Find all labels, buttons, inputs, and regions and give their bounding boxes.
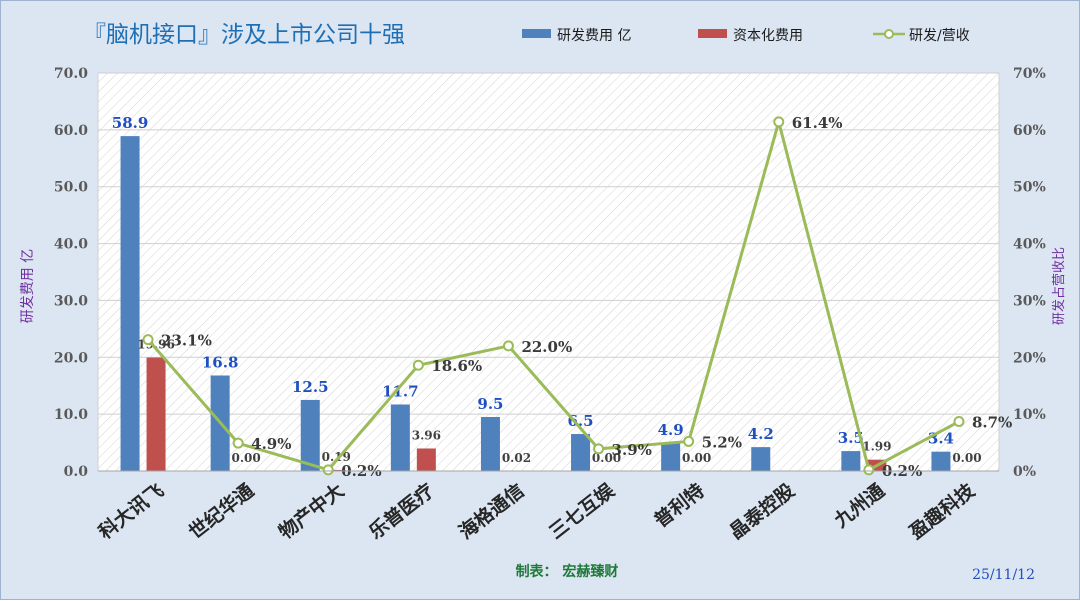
- y-tick-label-right: 70%: [1013, 66, 1046, 82]
- data-label-capitalized: 0.00: [952, 451, 981, 465]
- data-label-ratio: 61.4%: [792, 114, 843, 132]
- data-label-rd-expense: 16.8: [202, 353, 239, 371]
- y-tick-label-right: 40%: [1013, 237, 1046, 253]
- ratio-marker: [414, 361, 423, 370]
- y-axis-right-ticks: 0% 10% 20% 30% 40% 50% 60% 70%: [1013, 66, 1046, 480]
- ratio-marker: [144, 335, 153, 344]
- y-axis-left-ticks: 0.0 10.0 20.0 30.0 40.0 50.0 60.0 70.0: [54, 66, 88, 480]
- data-label-rd-expense: 58.9: [112, 114, 149, 132]
- y-tick-label-right: 30%: [1013, 293, 1046, 309]
- chart-title: 『脑机接口』涉及上市公司十强: [83, 22, 405, 48]
- data-label-capitalized: 3.96: [412, 428, 441, 442]
- y-tick-label-left: 30.0: [54, 293, 88, 309]
- ratio-marker: [774, 117, 783, 126]
- data-label-rd-expense: 4.9: [658, 421, 684, 439]
- bar-rd-expense: [931, 452, 950, 471]
- legend-marker-ratio: [885, 30, 893, 38]
- x-axis-ticks: 科大讯飞世纪华通物产中大乐普医疗海格通信三七互娱普利特晶泰控股九州通盈趣科技: [94, 478, 980, 544]
- y-tick-label-right: 50%: [1013, 180, 1046, 196]
- ratio-marker: [954, 417, 963, 426]
- ratio-marker: [684, 437, 693, 446]
- y-tick-label-right: 0%: [1013, 464, 1036, 480]
- bar-rd-expense: [751, 447, 770, 471]
- x-tick-label: 科大讯飞: [94, 479, 168, 544]
- data-label-rd-expense: 4.2: [748, 425, 774, 443]
- bar-rd-expense: [121, 136, 140, 471]
- x-tick-label: 晶泰控股: [725, 479, 799, 544]
- legend-swatch-rd-expense: [522, 29, 551, 38]
- bar-rd-expense: [571, 434, 590, 471]
- bar-rd-expense: [661, 443, 680, 471]
- x-tick-label: 海格通信: [454, 479, 528, 544]
- data-label-rd-expense: 9.5: [477, 395, 503, 413]
- y-tick-label-left: 60.0: [54, 123, 88, 139]
- bar-capitalized: [147, 358, 166, 471]
- ratio-marker: [234, 439, 243, 448]
- bar-capitalized: [417, 448, 436, 471]
- y-tick-label-right: 10%: [1013, 407, 1046, 423]
- y-tick-label-left: 20.0: [54, 350, 88, 366]
- x-tick-label: 物产中大: [274, 479, 348, 544]
- x-tick-label: 乐普医疗: [364, 479, 438, 544]
- legend-label-rd-expense: 研发费用 亿: [557, 28, 631, 44]
- legend: 研发费用 亿 资本化费用 研发/营收: [522, 28, 970, 44]
- bar-rd-expense: [301, 400, 320, 471]
- data-label-capitalized: 0.02: [502, 451, 531, 465]
- y-tick-label-left: 50.0: [54, 180, 88, 196]
- data-label-ratio: 5.2%: [702, 433, 742, 451]
- ratio-marker: [504, 341, 513, 350]
- y-axis-right-title: 研发占营收比: [1051, 247, 1067, 325]
- data-label-ratio: 4.9%: [251, 435, 291, 453]
- x-tick-label: 盈趣科技: [904, 478, 980, 544]
- x-tick-label: 九州通: [830, 479, 890, 533]
- data-label-ratio: 22.0%: [521, 338, 572, 356]
- y-tick-label-right: 20%: [1013, 350, 1046, 366]
- y-tick-label-left: 70.0: [54, 66, 88, 82]
- legend-label-ratio: 研发/营收: [909, 28, 970, 44]
- data-label-capitalized: 1.99: [862, 440, 891, 454]
- x-tick-label: 三七互娱: [545, 478, 620, 544]
- y-tick-label-left: 10.0: [54, 407, 88, 423]
- ratio-marker: [864, 465, 873, 474]
- bar-rd-expense: [481, 417, 500, 471]
- y-tick-label-left: 40.0: [54, 237, 88, 253]
- legend-swatch-capitalized: [698, 29, 727, 38]
- y-tick-label-left: 0.0: [64, 464, 89, 480]
- data-label-rd-expense: 12.5: [292, 378, 329, 396]
- y-tick-label-right: 60%: [1013, 123, 1046, 139]
- chart-credit: 制表： 宏赫臻财: [516, 563, 619, 580]
- y-axis-left-title: 研发费用 亿: [20, 249, 36, 323]
- plot-area: [98, 73, 999, 471]
- bar-rd-expense: [391, 404, 410, 471]
- bar-rd-expense: [841, 451, 860, 471]
- ratio-marker: [594, 444, 603, 453]
- legend-label-capitalized: 资本化费用: [733, 28, 803, 44]
- ratio-marker: [324, 465, 333, 474]
- data-label-ratio: 23.1%: [161, 332, 212, 350]
- data-label-ratio: 18.6%: [431, 357, 482, 375]
- data-label-capitalized: 0.00: [682, 451, 711, 465]
- data-label-ratio: 8.7%: [972, 414, 1012, 432]
- x-tick-label: 世纪华通: [184, 478, 259, 544]
- x-tick-label: 普利特: [650, 479, 709, 532]
- data-label-ratio: 3.9%: [612, 441, 652, 459]
- chart-date: 25/11/12: [972, 567, 1035, 583]
